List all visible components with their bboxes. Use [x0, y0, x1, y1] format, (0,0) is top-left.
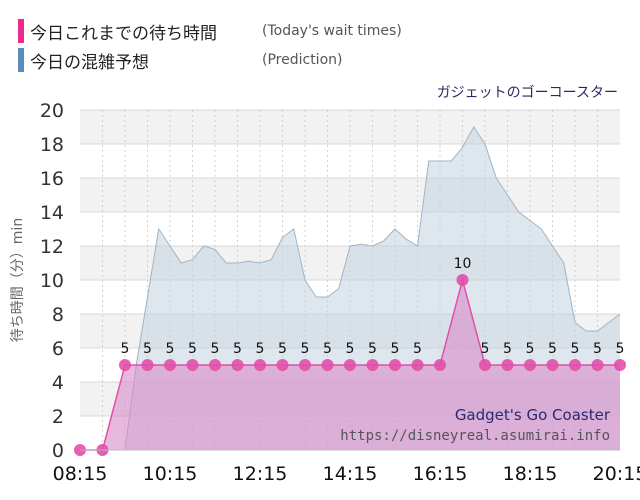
- wait-data-label: 5: [143, 341, 152, 357]
- wait-data-label: 5: [278, 341, 287, 357]
- y-tick-label: 20: [40, 100, 64, 122]
- wait-point: [434, 359, 446, 371]
- wait-data-label: 5: [526, 341, 535, 357]
- wait-data-label: 5: [256, 341, 265, 357]
- wait-point: [479, 359, 491, 371]
- wait-data-label: 5: [616, 341, 625, 357]
- y-tick-label: 12: [40, 236, 64, 258]
- legend-item-today: 今日これまでの待ち時間 (Today's wait times): [18, 18, 402, 44]
- wait-point: [276, 359, 289, 371]
- wait-point: [614, 359, 626, 371]
- y-axis-label: 待ち時間（分）min: [10, 218, 26, 342]
- wait-data-label: 5: [121, 341, 130, 357]
- wait-data-label: 5: [593, 341, 602, 357]
- y-tick-label: 0: [52, 440, 64, 462]
- wait-point: [209, 359, 221, 371]
- x-tick-label: 18:15: [503, 463, 558, 485]
- wait-data-label: 5: [503, 341, 512, 357]
- y-tick-label: 6: [52, 338, 64, 360]
- wait-point: [591, 359, 604, 371]
- wait-point: [501, 359, 514, 371]
- watermark-url: https://disneyreal.asumirai.info: [340, 428, 610, 444]
- wait-point: [546, 359, 559, 371]
- y-tick-label: 14: [40, 202, 64, 224]
- chart-title: ガジェットのゴーコースター: [437, 84, 618, 101]
- legend-item-prediction: 今日の混雑予想 (Prediction): [18, 47, 342, 73]
- y-tick-label: 10: [40, 270, 64, 292]
- wait-data-label: 5: [368, 341, 377, 357]
- wait-data-label: 5: [391, 341, 400, 357]
- legend-swatch-prediction: [18, 48, 24, 72]
- wait-data-label: 5: [233, 341, 242, 357]
- legend-sub-today: (Today's wait times): [262, 23, 402, 39]
- wait-point: [321, 359, 334, 371]
- wait-point: [524, 359, 536, 371]
- wait-data-label: 5: [571, 341, 580, 357]
- y-tick-label: 18: [40, 134, 64, 156]
- y-tick-label: 16: [40, 168, 64, 190]
- wait-data-label: 5: [188, 341, 197, 357]
- wait-data-label: 5: [323, 341, 332, 357]
- wait-point: [389, 359, 401, 371]
- wait-point: [186, 359, 199, 371]
- wait-point: [411, 359, 424, 371]
- wait-point: [344, 359, 356, 371]
- watermark-name: Gadget's Go Coaster: [454, 406, 610, 424]
- wait-data-label: 10: [454, 256, 472, 272]
- x-tick-label: 14:15: [323, 463, 378, 485]
- wait-point: [366, 359, 379, 371]
- prediction-line: [124, 126, 621, 451]
- y-tick-label: 4: [52, 372, 64, 394]
- x-tick-label: 10:15: [143, 463, 198, 485]
- legend-label-today: 今日これまでの待ち時間: [30, 23, 217, 44]
- x-tick-label: 08:15: [53, 463, 108, 485]
- wait-data-label: 5: [211, 341, 220, 357]
- wait-data-label: 5: [166, 341, 175, 357]
- wait-point: [141, 359, 154, 371]
- wait-point: [254, 359, 266, 371]
- legend-sub-prediction: (Prediction): [262, 52, 343, 68]
- wait-data-label: 5: [413, 341, 422, 357]
- wait-point: [569, 359, 581, 371]
- y-tick-label: 8: [52, 304, 64, 326]
- wait-data-label: 5: [346, 341, 355, 357]
- x-tick-label: 16:15: [413, 463, 468, 485]
- wait-point: [299, 359, 311, 371]
- legend-swatch-today: [18, 19, 24, 43]
- wait-point: [456, 274, 469, 286]
- wait-data-label: 5: [301, 341, 310, 357]
- wait-point: [119, 359, 131, 371]
- x-tick-label: 12:15: [233, 463, 288, 485]
- wait-data-label: 5: [548, 341, 557, 357]
- wait-data-label: 5: [481, 341, 490, 357]
- wait-point: [164, 359, 176, 371]
- x-tick-label: 20:15: [593, 463, 640, 485]
- legend-label-prediction: 今日の混雑予想: [30, 52, 149, 73]
- wait-point: [231, 359, 244, 371]
- y-tick-label: 2: [52, 406, 64, 428]
